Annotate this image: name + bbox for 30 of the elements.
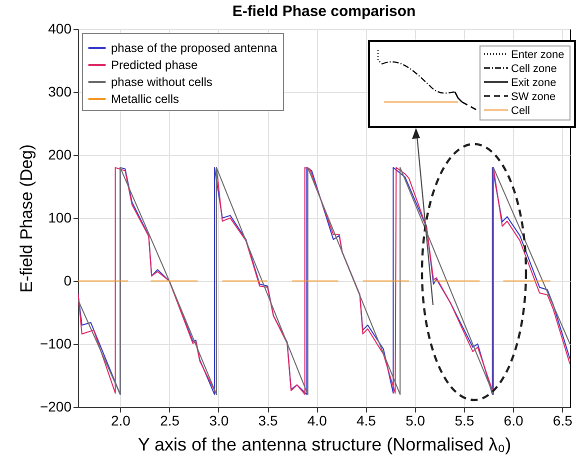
x-tick-label: 3.5 <box>258 412 278 428</box>
x-tick-label: 4.0 <box>307 412 328 428</box>
x-tick-label: 6.5 <box>552 412 573 428</box>
x-tick-label: 6.0 <box>504 412 524 428</box>
y-tick-label: 0 <box>64 272 72 288</box>
annotation: SW zone <box>511 91 556 103</box>
line-series <box>78 167 570 395</box>
x-tick-label: 5.5 <box>454 412 474 428</box>
x-tick-label: 4.5 <box>356 412 376 428</box>
y-tick-label: −200 <box>40 398 72 414</box>
x-tick-label: 2.0 <box>110 412 131 428</box>
annotation: Enter zone <box>511 49 564 61</box>
y-tick-label: 100 <box>48 210 72 226</box>
legend-label: phase of the proposed antenna <box>111 41 278 55</box>
legend-label: Predicted phase <box>111 58 198 72</box>
y-tick-label: 400 <box>48 20 72 36</box>
y-tick-label: 200 <box>48 146 72 162</box>
x-axis-title: Y axis of the antenna structure (Normalised λ₀) <box>138 434 512 454</box>
y-axis-title: E-field Phase (Deg) <box>16 144 36 293</box>
x-tick-label: 3.0 <box>209 412 229 428</box>
y-tick-label: 300 <box>48 84 72 100</box>
x-tick-label: 5.0 <box>406 412 426 428</box>
annotation: Cell zone <box>511 63 557 75</box>
chart-title: E-field Phase comparison <box>232 3 416 20</box>
legend-label: Metallic cells <box>111 92 180 106</box>
annotation: Cell <box>511 105 530 117</box>
annotation: Exit zone <box>511 77 556 89</box>
x-tick-label: 2.5 <box>160 412 180 428</box>
y-tick-label: −100 <box>40 336 72 352</box>
legend-label: phase without cells <box>111 75 212 89</box>
